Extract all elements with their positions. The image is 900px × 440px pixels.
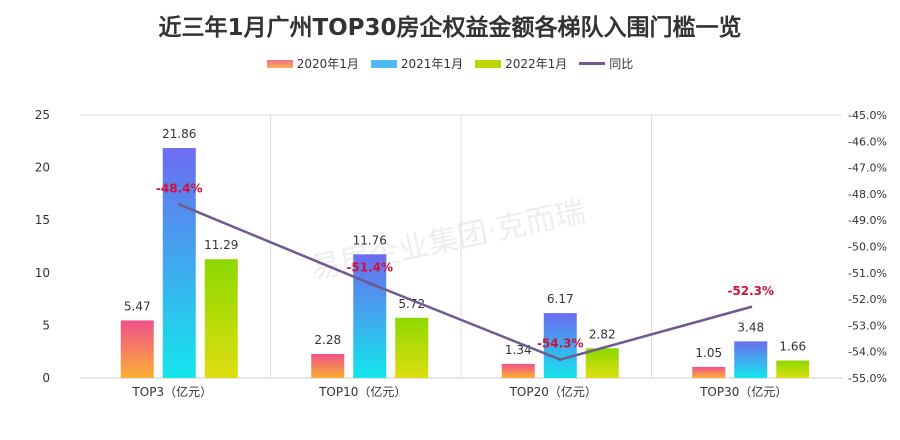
x-tick-label: TOP3（亿元） xyxy=(131,384,212,399)
bar-2022年1月[interactable] xyxy=(395,317,429,378)
bar-2021年1月[interactable] xyxy=(162,148,196,378)
bar-value-label: 6.17 xyxy=(547,292,574,306)
yoy-line xyxy=(178,203,752,361)
bar-value-label: 5.72 xyxy=(398,297,425,311)
bar-2022年1月[interactable] xyxy=(585,348,619,378)
bar-value-label: 3.48 xyxy=(737,320,764,334)
bar-value-label: 1.66 xyxy=(779,340,806,354)
legend-item-2022[interactable]: 2022年1月 xyxy=(475,55,567,72)
yoy-label: -54.3% xyxy=(537,337,584,351)
yoy-point[interactable] xyxy=(558,358,562,362)
y2-tick-label: -45.0% xyxy=(848,109,887,122)
bar-2021年1月[interactable] xyxy=(353,254,387,378)
y-tick-label: 0 xyxy=(42,371,50,385)
y-tick-label: 20 xyxy=(35,161,50,175)
bar-value-label: 5.47 xyxy=(124,299,151,313)
yoy-label: -51.4% xyxy=(346,260,393,274)
y2-tick-label: -55.0% xyxy=(848,372,887,385)
bar-2020年1月[interactable] xyxy=(120,320,154,378)
yoy-point[interactable] xyxy=(749,305,753,309)
x-tick-label: TOP20（亿元） xyxy=(509,384,597,399)
y2-tick-label: -48.0% xyxy=(848,188,887,201)
chart-title: 近三年1月广州TOP30房企权益金额各梯队入围门槛一览 xyxy=(158,15,742,41)
legend-swatch-yoy xyxy=(579,62,606,65)
bar-value-label: 11.29 xyxy=(204,238,238,252)
y-tick-label: 15 xyxy=(35,213,50,227)
legend-label-2021: 2021年1月 xyxy=(400,57,464,71)
y-tick-label: 5 xyxy=(42,318,50,332)
bar-2021年1月[interactable] xyxy=(543,313,577,378)
y2-tick-label: -51.0% xyxy=(848,267,887,280)
bar-2020年1月[interactable] xyxy=(311,354,345,378)
legend-swatch-2020 xyxy=(266,59,293,68)
y2-tick-label: -52.0% xyxy=(848,293,887,306)
y2-tick-label: -47.0% xyxy=(848,162,887,175)
y2-tick-label: -53.0% xyxy=(848,319,887,332)
yoy-point[interactable] xyxy=(368,281,372,285)
legend-swatch-2021 xyxy=(370,59,397,68)
legend-item-2020[interactable]: 2020年1月 xyxy=(266,55,359,72)
legend-label-2022: 2022年1月 xyxy=(505,57,568,71)
x-tick-label: TOP10（亿元） xyxy=(318,384,406,399)
legend-item-2021[interactable]: 2021年1月 xyxy=(370,55,464,72)
bar-value-label: 1.34 xyxy=(505,343,532,357)
bar-value-label: 1.05 xyxy=(695,346,722,360)
y2-tick-label: -49.0% xyxy=(848,214,887,227)
y-tick-label: 10 xyxy=(35,266,50,280)
legend: 2020年1月 2021年1月 2022年1月 同比 xyxy=(0,55,900,72)
yoy-point[interactable] xyxy=(177,202,181,206)
x-tick-label: TOP30（亿元） xyxy=(699,384,787,399)
y2-tick-label: -50.0% xyxy=(848,241,887,254)
legend-label-yoy: 同比 xyxy=(609,57,634,71)
yoy-label: -52.3% xyxy=(727,284,774,298)
yoy-label: -48.4% xyxy=(156,181,203,195)
y2-tick-label: -46.0% xyxy=(848,135,887,148)
bar-2022年1月[interactable] xyxy=(776,360,810,378)
bar-2020年1月[interactable] xyxy=(692,366,726,378)
bar-value-label: 21.86 xyxy=(162,127,196,141)
legend-swatch-2022 xyxy=(475,59,502,68)
bar-2022年1月[interactable] xyxy=(204,259,238,378)
bar-2020年1月[interactable] xyxy=(501,363,535,378)
legend-item-yoy[interactable]: 同比 xyxy=(579,55,633,72)
y-tick-label: 25 xyxy=(35,108,50,122)
bar-value-label: 11.76 xyxy=(353,233,387,247)
bar-2021年1月[interactable] xyxy=(734,341,768,378)
legend-label-2020: 2020年1月 xyxy=(296,57,359,71)
bar-value-label: 2.82 xyxy=(589,327,616,341)
y2-tick-label: -54.0% xyxy=(848,346,887,359)
bar-value-label: 2.28 xyxy=(314,333,341,347)
